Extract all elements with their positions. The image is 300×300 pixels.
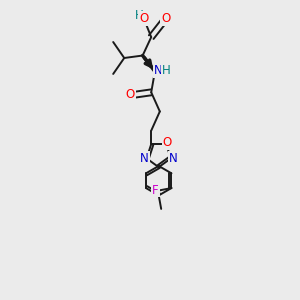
Text: H: H (135, 9, 144, 22)
Text: O: O (139, 12, 148, 25)
Text: F: F (152, 184, 159, 196)
Text: O: O (163, 136, 172, 148)
Text: N: N (154, 64, 162, 77)
Text: O: O (161, 12, 171, 25)
Text: O: O (126, 88, 135, 101)
Text: N: N (140, 152, 149, 165)
Text: N: N (168, 152, 177, 165)
Text: H: H (162, 64, 171, 77)
